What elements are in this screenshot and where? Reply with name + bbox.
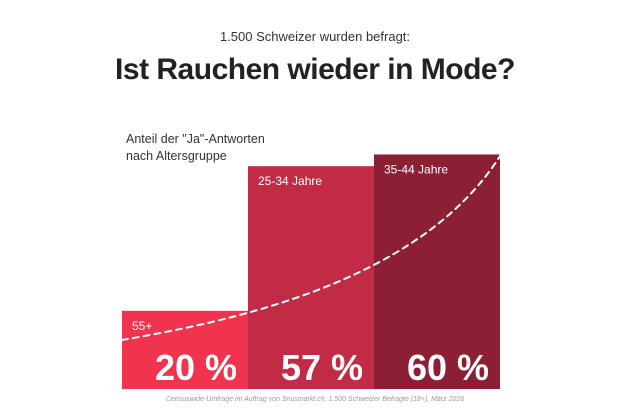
value-label-3: 60 % xyxy=(407,347,489,388)
chart-title: Ist Rauchen wieder in Mode? xyxy=(0,53,630,87)
trend-line xyxy=(121,147,506,341)
kicker-text: 1.500 Schweizer wurden befragt: xyxy=(219,29,411,44)
category-label-3: 35-44 Jahre xyxy=(384,162,448,176)
value-label-1: 20 % xyxy=(155,347,237,388)
bar-1 xyxy=(122,310,248,389)
bar-3 xyxy=(374,154,500,389)
value-label-2: 57 % xyxy=(281,347,363,388)
bar-2 xyxy=(248,166,374,389)
category-label-1: 55+ xyxy=(132,319,152,333)
source-footnote: Censuswide-Umfrage im Auftrag von Snusma… xyxy=(165,396,465,403)
chart-subtitle: Anteil der "Ja"-Antworten nach Altersgru… xyxy=(126,132,265,163)
category-label-2: 25-34 Jahre xyxy=(258,174,322,188)
chart-title-text: Ist Rauchen wieder in Mode? xyxy=(115,53,515,86)
